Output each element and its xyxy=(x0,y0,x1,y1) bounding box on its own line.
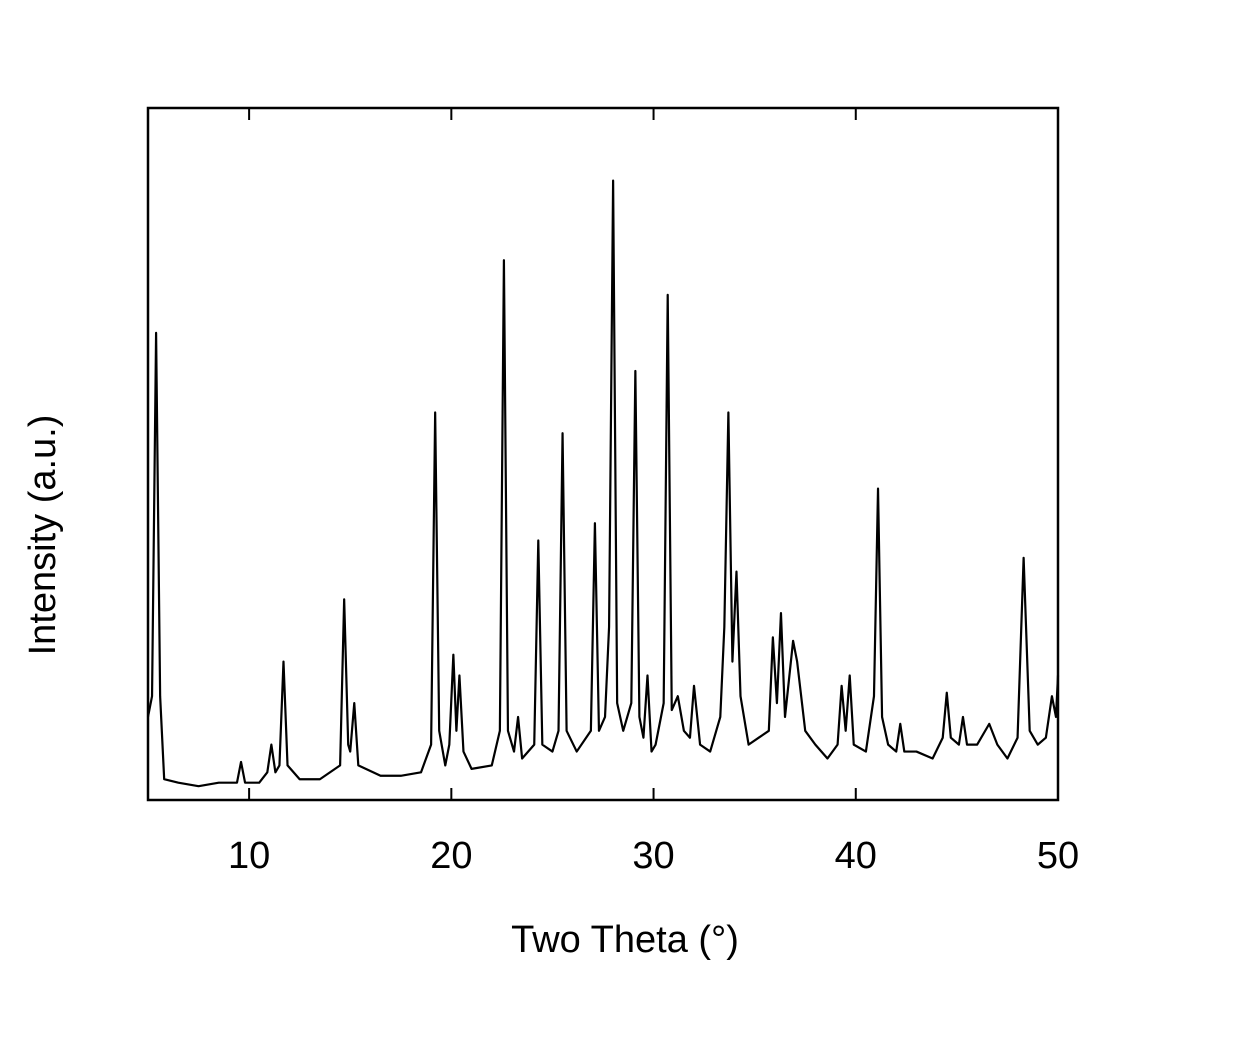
chart: Two Theta (°) Intensity (a.u.) 10 20 30 40 5… xyxy=(0,0,1240,1050)
x-tick-label: 20 xyxy=(430,835,472,877)
y-axis-label: Intensity (a.u.) xyxy=(22,415,64,656)
x-tick-label: 40 xyxy=(835,835,877,877)
x-axis-label: Two Theta (°) xyxy=(511,919,739,961)
pattern-line xyxy=(148,181,1058,787)
x-tick-label: 30 xyxy=(632,835,674,877)
x-tick-label: 10 xyxy=(228,835,270,877)
x-tick-label: 50 xyxy=(1037,835,1079,877)
